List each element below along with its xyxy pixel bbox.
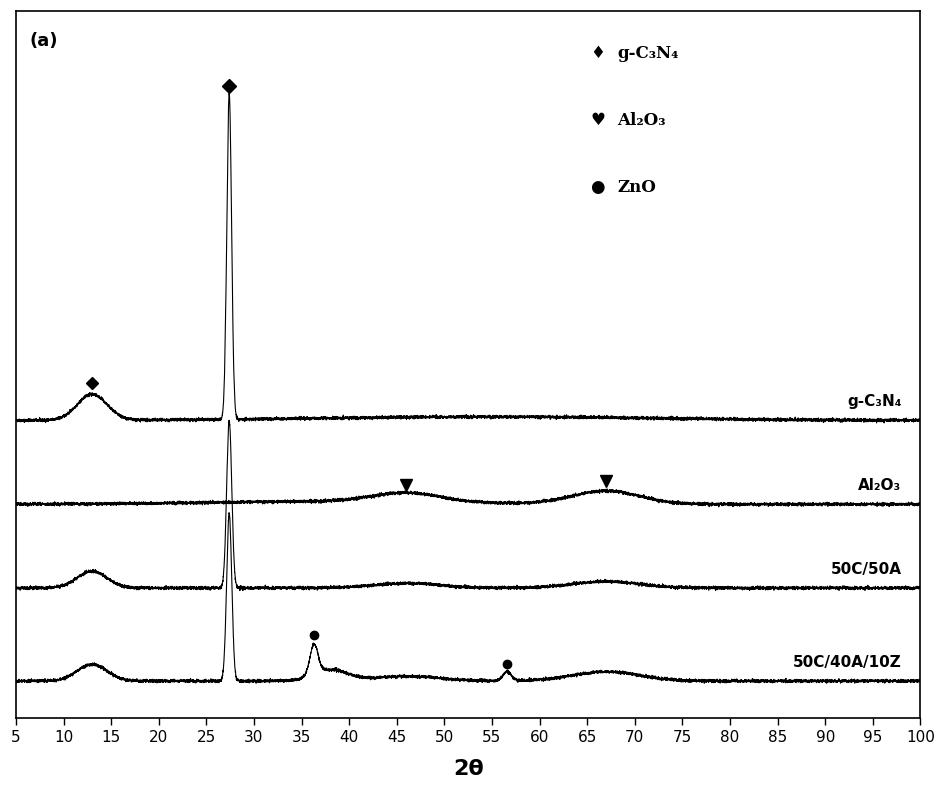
Text: Al₂O₃: Al₂O₃ xyxy=(618,112,666,130)
Text: ZnO: ZnO xyxy=(618,179,657,197)
Text: 50C/50A: 50C/50A xyxy=(831,562,902,577)
Text: 50C/40A/10Z: 50C/40A/10Z xyxy=(793,655,902,670)
Text: g-C₃N₄: g-C₃N₄ xyxy=(618,45,679,62)
Text: ●: ● xyxy=(590,179,604,197)
Text: Al₂O₃: Al₂O₃ xyxy=(858,478,902,493)
Text: ♥: ♥ xyxy=(590,112,605,130)
Text: ♦: ♦ xyxy=(590,45,605,62)
X-axis label: 2θ: 2θ xyxy=(453,759,483,779)
Text: g-C₃N₄: g-C₃N₄ xyxy=(847,394,902,409)
Text: (a): (a) xyxy=(29,32,58,51)
